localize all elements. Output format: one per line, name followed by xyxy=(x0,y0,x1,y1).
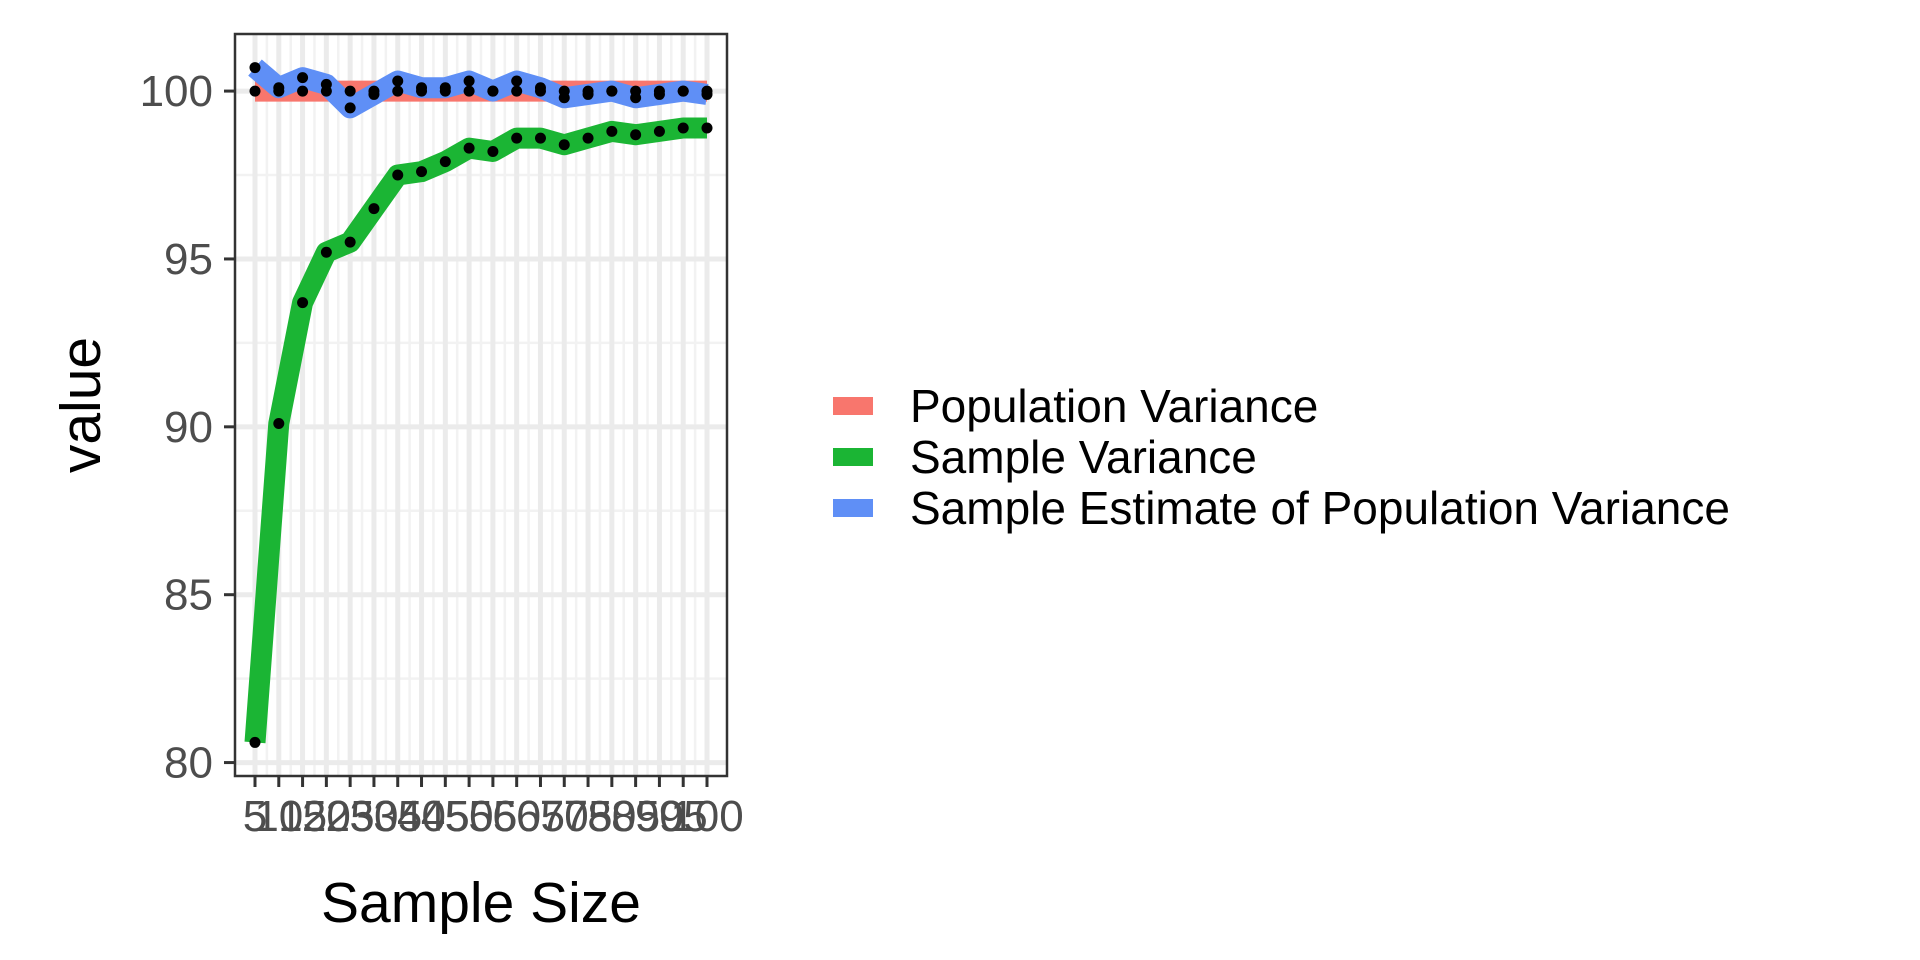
x-axis-title: Sample Size xyxy=(321,871,641,935)
x-tick-label: 90 xyxy=(635,792,684,841)
data-point-sample-variance-40 xyxy=(416,166,428,178)
legend-swatch xyxy=(833,448,873,466)
data-point-sample-variance-50 xyxy=(463,142,475,154)
x-tick-label: 80 xyxy=(587,792,636,841)
data-point-sample-estimate-of-population-variance-20 xyxy=(320,78,332,90)
x-tick-label: 60 xyxy=(492,792,541,841)
y-tick-label: 85 xyxy=(164,571,213,620)
data-point-sample-variance-85 xyxy=(630,129,642,141)
legend-item-population-variance: Population Variance xyxy=(833,380,1318,432)
data-point-sample-estimate-of-population-variance-45 xyxy=(439,82,451,94)
grid-minor xyxy=(235,34,727,776)
x-tick-label: 15 xyxy=(278,792,327,841)
x-tick-label: 55 xyxy=(468,792,517,841)
data-point-sample-variance-25 xyxy=(344,236,356,248)
data-point-sample-variance-65 xyxy=(534,132,546,144)
legend-item-sample-variance: Sample Variance xyxy=(833,431,1257,483)
data-point-sample-variance-45 xyxy=(439,156,451,168)
data-point-sample-variance-75 xyxy=(582,132,594,144)
x-tick-label: 50 xyxy=(445,792,494,841)
data-point-sample-estimate-of-population-variance-95 xyxy=(677,85,689,97)
data-point-sample-estimate-of-population-variance-100 xyxy=(701,88,713,100)
data-point-sample-estimate-of-population-variance-25 xyxy=(344,102,356,114)
panel-border xyxy=(233,32,729,778)
y-tick-label: 100 xyxy=(140,67,213,116)
x-tick-label: 10 xyxy=(254,792,303,841)
data-point-sample-variance-10 xyxy=(273,417,285,429)
data-point-population-variance-5 xyxy=(249,85,261,97)
x-tick-label: 100 xyxy=(670,792,743,841)
data-point-sample-variance-55 xyxy=(487,146,499,158)
data-point-sample-variance-100 xyxy=(701,122,713,134)
x-tick-label: 70 xyxy=(540,792,589,841)
data-point-sample-variance-15 xyxy=(297,297,309,309)
data-point-sample-variance-80 xyxy=(606,125,618,137)
data-point-sample-estimate-of-population-variance-90 xyxy=(653,88,665,100)
legend-swatch xyxy=(833,397,873,415)
x-tick-label: 35 xyxy=(373,792,422,841)
legend-label: Sample Variance xyxy=(910,431,1257,483)
x-tick-label: 85 xyxy=(611,792,660,841)
x-tick-label: 45 xyxy=(421,792,470,841)
x-tick-label: 75 xyxy=(564,792,613,841)
data-point-sample-estimate-of-population-variance-35 xyxy=(392,75,404,87)
data-point-sample-variance-70 xyxy=(558,139,570,151)
x-tick-label: 20 xyxy=(302,792,351,841)
data-point-sample-variance-60 xyxy=(511,132,523,144)
x-tick-label: 25 xyxy=(326,792,375,841)
data-point-sample-estimate-of-population-variance-85 xyxy=(630,92,642,104)
data-point-sample-variance-90 xyxy=(653,125,665,137)
data-point-sample-estimate-of-population-variance-80 xyxy=(606,85,618,97)
points-layer xyxy=(249,62,713,748)
data-point-population-variance-60 xyxy=(511,85,523,97)
y-axis: 80 85 90 95 100 xyxy=(140,67,235,788)
data-point-population-variance-50 xyxy=(463,85,475,97)
legend-label: Population Variance xyxy=(910,380,1318,432)
data-point-sample-estimate-of-population-variance-70 xyxy=(558,92,570,104)
y-tick-label: 90 xyxy=(164,403,213,452)
data-point-population-variance-25 xyxy=(344,85,356,97)
legend-item-sample-estimate-of-population-variance: Sample Estimate of Population Variance xyxy=(833,482,1730,534)
x-tick-label: 95 xyxy=(659,792,708,841)
data-point-sample-estimate-of-population-variance-60 xyxy=(511,75,523,87)
data-point-sample-estimate-of-population-variance-65 xyxy=(534,82,546,94)
data-point-sample-estimate-of-population-variance-55 xyxy=(487,85,499,97)
data-point-sample-variance-5 xyxy=(249,736,261,748)
x-tick-label: 65 xyxy=(516,792,565,841)
data-point-sample-variance-20 xyxy=(320,246,332,258)
x-tick-label: 30 xyxy=(349,792,398,841)
x-tick-label: 5 xyxy=(243,792,267,841)
y-axis-title: value xyxy=(49,337,113,473)
data-point-sample-estimate-of-population-variance-10 xyxy=(273,82,285,94)
x-tick-label: 40 xyxy=(397,792,446,841)
data-point-sample-variance-30 xyxy=(368,203,380,215)
legend-label: Sample Estimate of Population Variance xyxy=(910,482,1730,534)
y-tick-label: 80 xyxy=(164,739,213,788)
data-point-sample-estimate-of-population-variance-50 xyxy=(463,75,475,87)
data-point-sample-estimate-of-population-variance-30 xyxy=(368,88,380,100)
legend-swatch xyxy=(833,499,873,517)
data-point-sample-variance-95 xyxy=(677,122,689,134)
y-tick-label: 95 xyxy=(164,235,213,284)
data-point-sample-estimate-of-population-variance-5 xyxy=(249,62,261,74)
data-point-sample-estimate-of-population-variance-15 xyxy=(297,72,309,84)
data-point-sample-estimate-of-population-variance-75 xyxy=(582,88,594,100)
data-point-population-variance-15 xyxy=(297,85,309,97)
data-point-sample-variance-35 xyxy=(392,169,404,181)
data-point-population-variance-35 xyxy=(392,85,404,97)
data-point-sample-estimate-of-population-variance-40 xyxy=(416,82,428,94)
